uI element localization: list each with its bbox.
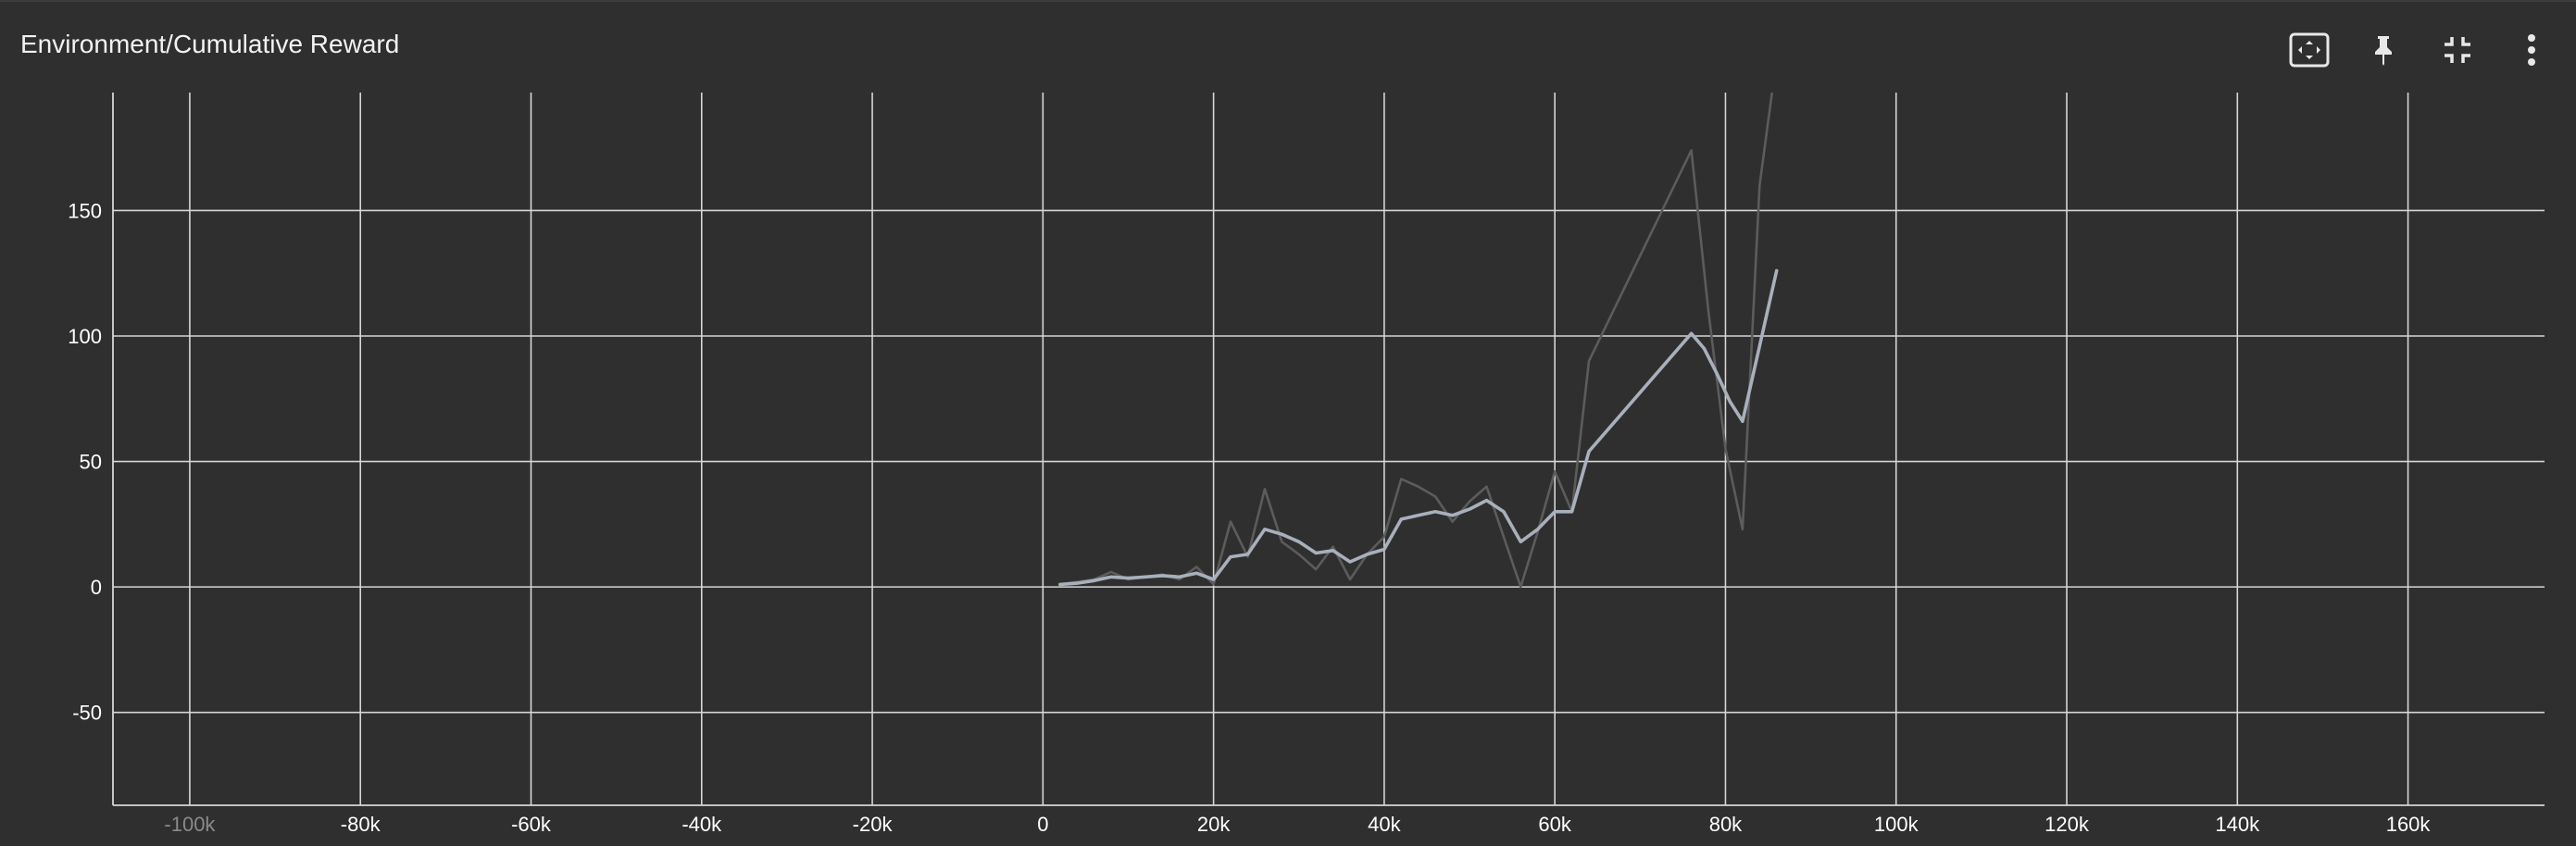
- y-tick-label: 50: [80, 451, 102, 474]
- pin-icon: [2375, 36, 2392, 66]
- x-tick-label: -80k: [341, 813, 381, 836]
- y-tick-label: 0: [91, 576, 102, 599]
- x-tick-label: 0: [1037, 813, 1048, 836]
- fit-to-data-button[interactable]: [2283, 24, 2335, 76]
- x-tick-label: -60k: [511, 813, 552, 836]
- raw-series-line: [1058, 93, 1774, 589]
- x-tick-label: 120k: [2045, 813, 2090, 836]
- x-tick-label: -20k: [853, 813, 894, 836]
- fit-to-data-icon: [2289, 32, 2330, 68]
- ticks: -100k -80k -60k -40k -20k 0 20k 40k 60k 80k 100k 12…: [68, 199, 2431, 836]
- x-tick-label: -40k: [682, 813, 722, 836]
- x-tick-label: 100k: [1874, 813, 1919, 836]
- x-tick-label: 80k: [1709, 813, 1743, 836]
- pin-button[interactable]: [2357, 24, 2409, 76]
- x-tick-label: 40k: [1368, 813, 1401, 836]
- smoothed-series-line: [1058, 268, 1779, 587]
- y-tick-label: 150: [68, 199, 102, 222]
- chart-title: Environment/Cumulative Reward: [20, 30, 400, 58]
- collapse-button[interactable]: [2432, 24, 2483, 76]
- x-tick-label: 60k: [1538, 813, 1571, 836]
- more-options-button[interactable]: [2506, 24, 2557, 76]
- collapse-icon: [2445, 37, 2470, 63]
- series: [1058, 93, 1779, 589]
- grid: [112, 93, 2545, 806]
- x-tick-label: -100k: [164, 813, 216, 836]
- x-tick-label: 140k: [2215, 813, 2260, 836]
- x-tick-label: 20k: [1197, 813, 1231, 836]
- y-tick-label: -50: [72, 702, 102, 725]
- more-vert-icon: [2528, 34, 2535, 66]
- y-tick-label: 100: [68, 325, 102, 348]
- x-tick-label: 160k: [2386, 813, 2432, 836]
